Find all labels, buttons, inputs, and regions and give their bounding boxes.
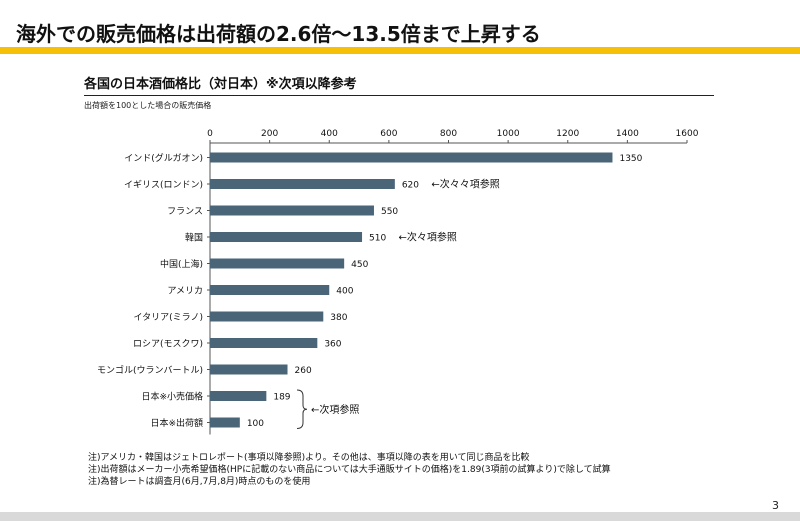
category-label: 韓国	[185, 233, 203, 244]
bar-chart: 0 200 400 600 800 1000 1200 1400 1600 インド(グルガオン) 1…	[97, 129, 699, 435]
x-tick-label: 600	[380, 129, 397, 139]
footnote: 注)出荷額はメーカー小売希望価格(HPに記載のない商品については大手通販サイトの…	[88, 465, 611, 475]
footnote: 注)為替レートは調査月(6月,7月,8月)時点のものを使用	[88, 477, 311, 487]
bar	[210, 205, 374, 216]
bar	[210, 179, 395, 189]
title-underline	[0, 47, 800, 54]
category-label: モンゴル(ウランバートル)	[97, 364, 203, 376]
bar	[210, 417, 240, 428]
annotation-label: ←次々項参照	[399, 231, 457, 244]
category-label: イタリア(ミラノ)	[134, 312, 203, 323]
category-label: アメリカ	[167, 286, 203, 297]
x-tick-label: 1600	[676, 129, 699, 139]
annotation-label: ←次々々項参照	[431, 178, 499, 191]
bar	[210, 152, 613, 163]
x-tick-label: 800	[440, 129, 457, 139]
category-label: 中国(上海)	[160, 258, 203, 270]
x-tick-label: 400	[321, 129, 338, 139]
footnotes: 注)アメリカ・韓国はジェトロレポート(事項以降参照)より。その他は、事項以降の表…	[88, 452, 611, 488]
chart-title-rule	[84, 95, 714, 96]
data-label: 1350	[619, 154, 642, 164]
data-label: 550	[381, 207, 398, 217]
page-number: 3	[772, 499, 779, 512]
category-label: イギリス(ロンドン)	[124, 180, 203, 191]
x-tick-label: 1400	[616, 129, 639, 139]
data-label: 450	[351, 260, 368, 270]
data-label: 380	[330, 313, 347, 323]
category-label: 日本※出荷額	[150, 417, 203, 429]
data-label: 100	[247, 419, 264, 429]
bar	[210, 364, 288, 375]
bar	[210, 285, 330, 295]
bar	[210, 232, 363, 242]
data-label: 189	[273, 393, 290, 403]
category-label: フランス	[167, 206, 203, 217]
data-label: 620	[402, 181, 419, 191]
chart-title: 各国の日本酒価格比（対日本）※次項以降参考	[84, 77, 357, 92]
bar	[210, 338, 318, 348]
bar	[210, 311, 324, 322]
bracket	[296, 389, 308, 429]
footnote: 注)アメリカ・韓国はジェトロレポート(事項以降参照)より。その他は、事項以降の表…	[88, 453, 530, 463]
x-tick-label: 1000	[497, 129, 520, 139]
data-label: 360	[324, 340, 341, 350]
data-label: 400	[336, 287, 353, 297]
chart-subtitle: 出荷額を100とした場合の販売価格	[84, 101, 212, 110]
x-tick-label: 0	[207, 129, 213, 139]
data-label: 510	[369, 234, 386, 244]
footer-bar	[0, 512, 800, 521]
x-tick-label: 200	[261, 129, 278, 139]
category-label: インド(グルガオン)	[124, 152, 203, 164]
x-tick-label: 1200	[556, 129, 579, 139]
category-label: ロシア(モスクワ)	[133, 339, 203, 350]
data-label: 260	[295, 366, 312, 376]
bar	[210, 391, 267, 401]
slide-title: 海外での販売価格は出荷額の2.6倍～13.5倍まで上昇する	[16, 22, 541, 46]
annotation-label: ←次項参照	[311, 403, 359, 416]
category-label: 日本※小売価格	[141, 391, 203, 403]
bar	[210, 258, 345, 269]
